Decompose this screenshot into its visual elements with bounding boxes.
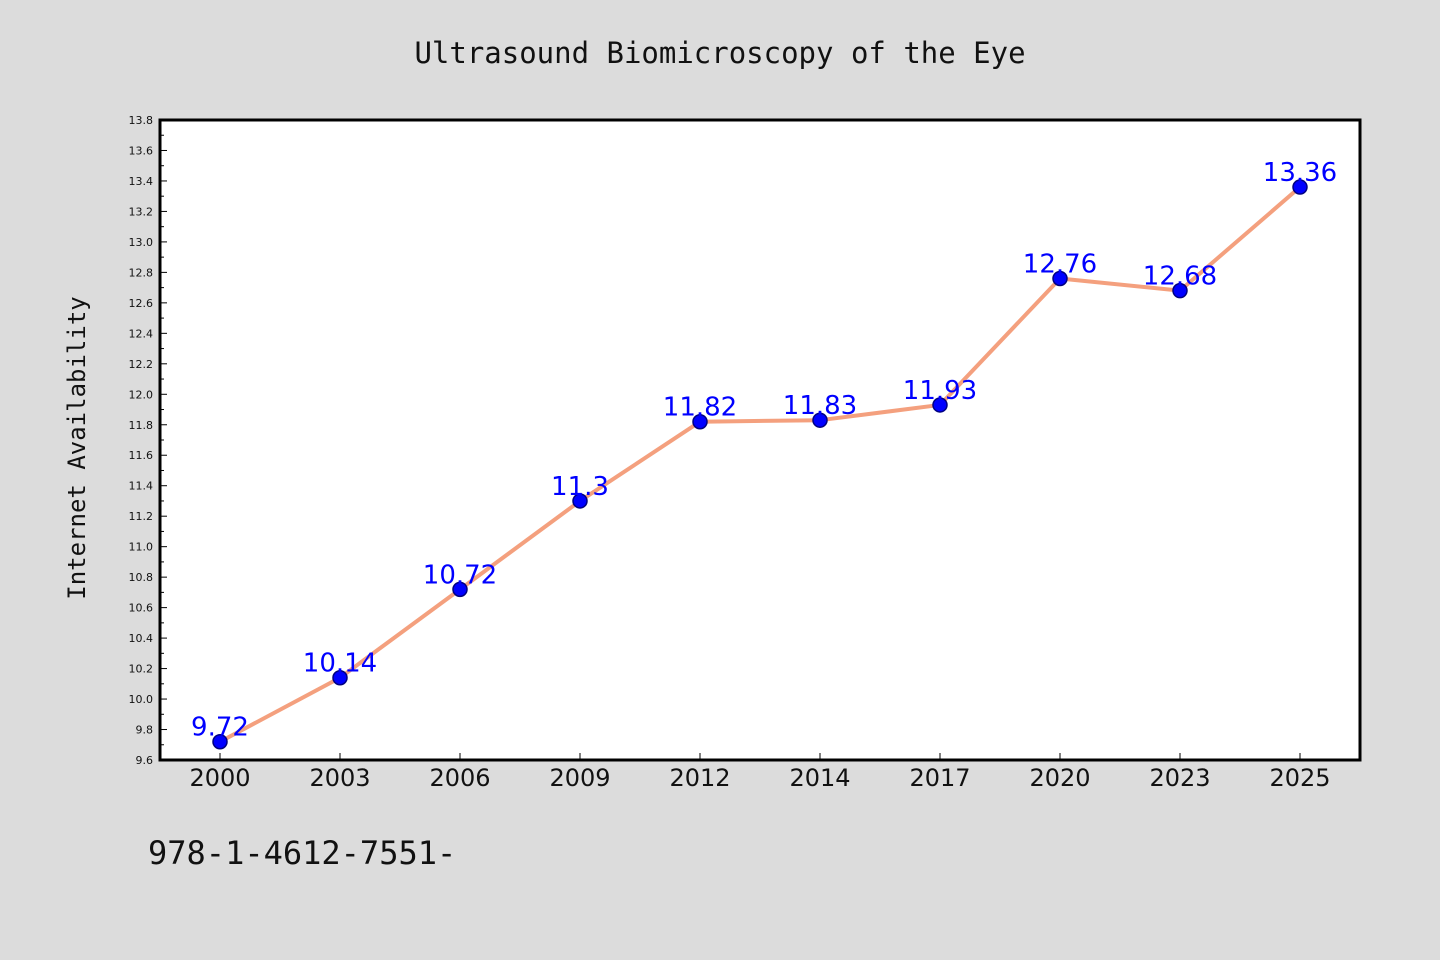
- y-tick-label: 11.4: [129, 480, 154, 493]
- data-label-2009: 11.3: [551, 472, 609, 502]
- x-tick-label: 2009: [549, 764, 610, 792]
- y-tick-label: 11.6: [129, 449, 154, 462]
- x-tick-label: 2003: [309, 764, 370, 792]
- data-label-2025: 13.36: [1263, 158, 1337, 188]
- y-tick-label: 10.8: [129, 571, 154, 584]
- data-label-2006: 10.72: [423, 560, 497, 590]
- x-tick-label: 2025: [1269, 764, 1330, 792]
- y-tick-label: 13.2: [129, 205, 154, 218]
- data-point-2000: [212, 733, 228, 750]
- data-point-2025: [1292, 179, 1308, 195]
- y-tick-label: 13.8: [129, 114, 154, 127]
- data-point-2023: [1172, 282, 1188, 299]
- data-label-2000: 9.72: [191, 713, 249, 743]
- data-label-2023: 12.68: [1143, 262, 1217, 292]
- y-tick-label: 9.8: [136, 724, 154, 737]
- data-label-2014: 11.83: [783, 391, 857, 421]
- chart-title: Ultrasound Biomicroscopy of the Eye: [414, 36, 1025, 70]
- data-point-2014: [812, 412, 828, 428]
- y-tick-label: 12.6: [129, 297, 154, 310]
- y-tick-label: 13.6: [129, 144, 154, 157]
- plot-frame: [158, 118, 1362, 762]
- y-tick-label: 9.6: [136, 754, 154, 767]
- x-tick-label: 2017: [909, 764, 970, 792]
- y-tick-label: 13.0: [129, 236, 154, 249]
- x-tick-label: 2000: [189, 764, 250, 792]
- y-tick-label: 12.8: [129, 266, 154, 279]
- x-tick-label: 2023: [1149, 764, 1210, 792]
- x-tick-label: 2014: [789, 764, 850, 792]
- footer-code: 978-1-4612-7551-: [148, 834, 456, 872]
- y-tick-label: 11.8: [129, 419, 154, 432]
- data-label-2020: 12.76: [1023, 249, 1097, 279]
- data-point-2020: [1052, 270, 1068, 287]
- y-tick-label: 12.2: [129, 358, 154, 371]
- data-point-2012: [692, 413, 708, 430]
- y-tick-label: 10.4: [129, 632, 154, 645]
- data-label-2003: 10.14: [303, 649, 377, 679]
- y-tick-label: 12.0: [129, 388, 154, 401]
- plot-area: [160, 120, 1360, 760]
- y-tick-label: 12.4: [129, 327, 154, 340]
- data-point-2017: [932, 397, 948, 413]
- x-tick-label: 2012: [669, 764, 730, 792]
- x-tick-label: 2006: [429, 764, 490, 792]
- data-label-2012: 11.82: [663, 393, 737, 423]
- x-axis: 2000 2003 2006 2009 2012 2014 2017 2020 2023 2025: [189, 753, 1331, 792]
- y-axis-label: Internet Availability: [63, 296, 91, 599]
- data-labels: 9.72 10.14 10.72 11.3 11.82 11.83 11.93 12.76 12…: [191, 158, 1337, 743]
- series-line: [219, 185, 1302, 744]
- y-axis: 9.6 9.8 10.0 10.2 10.4 10.6 10.8 11.0 11.2 11.4 11…: [129, 114, 167, 767]
- data-point-2006: [452, 581, 468, 598]
- y-tick-label: 10.0: [129, 693, 154, 706]
- data-point-2003: [332, 669, 348, 686]
- y-tick-label: 13.4: [129, 175, 154, 188]
- x-tick-label: 2020: [1029, 764, 1090, 792]
- y-tick-label: 10.6: [129, 602, 154, 615]
- series-markers: [212, 179, 1308, 750]
- data-point-2009: [572, 493, 588, 509]
- y-tick-label: 11.0: [129, 541, 154, 554]
- y-tick-label: 10.2: [129, 663, 154, 676]
- data-label-2017: 11.93: [903, 376, 977, 406]
- y-tick-label: 11.2: [129, 510, 154, 523]
